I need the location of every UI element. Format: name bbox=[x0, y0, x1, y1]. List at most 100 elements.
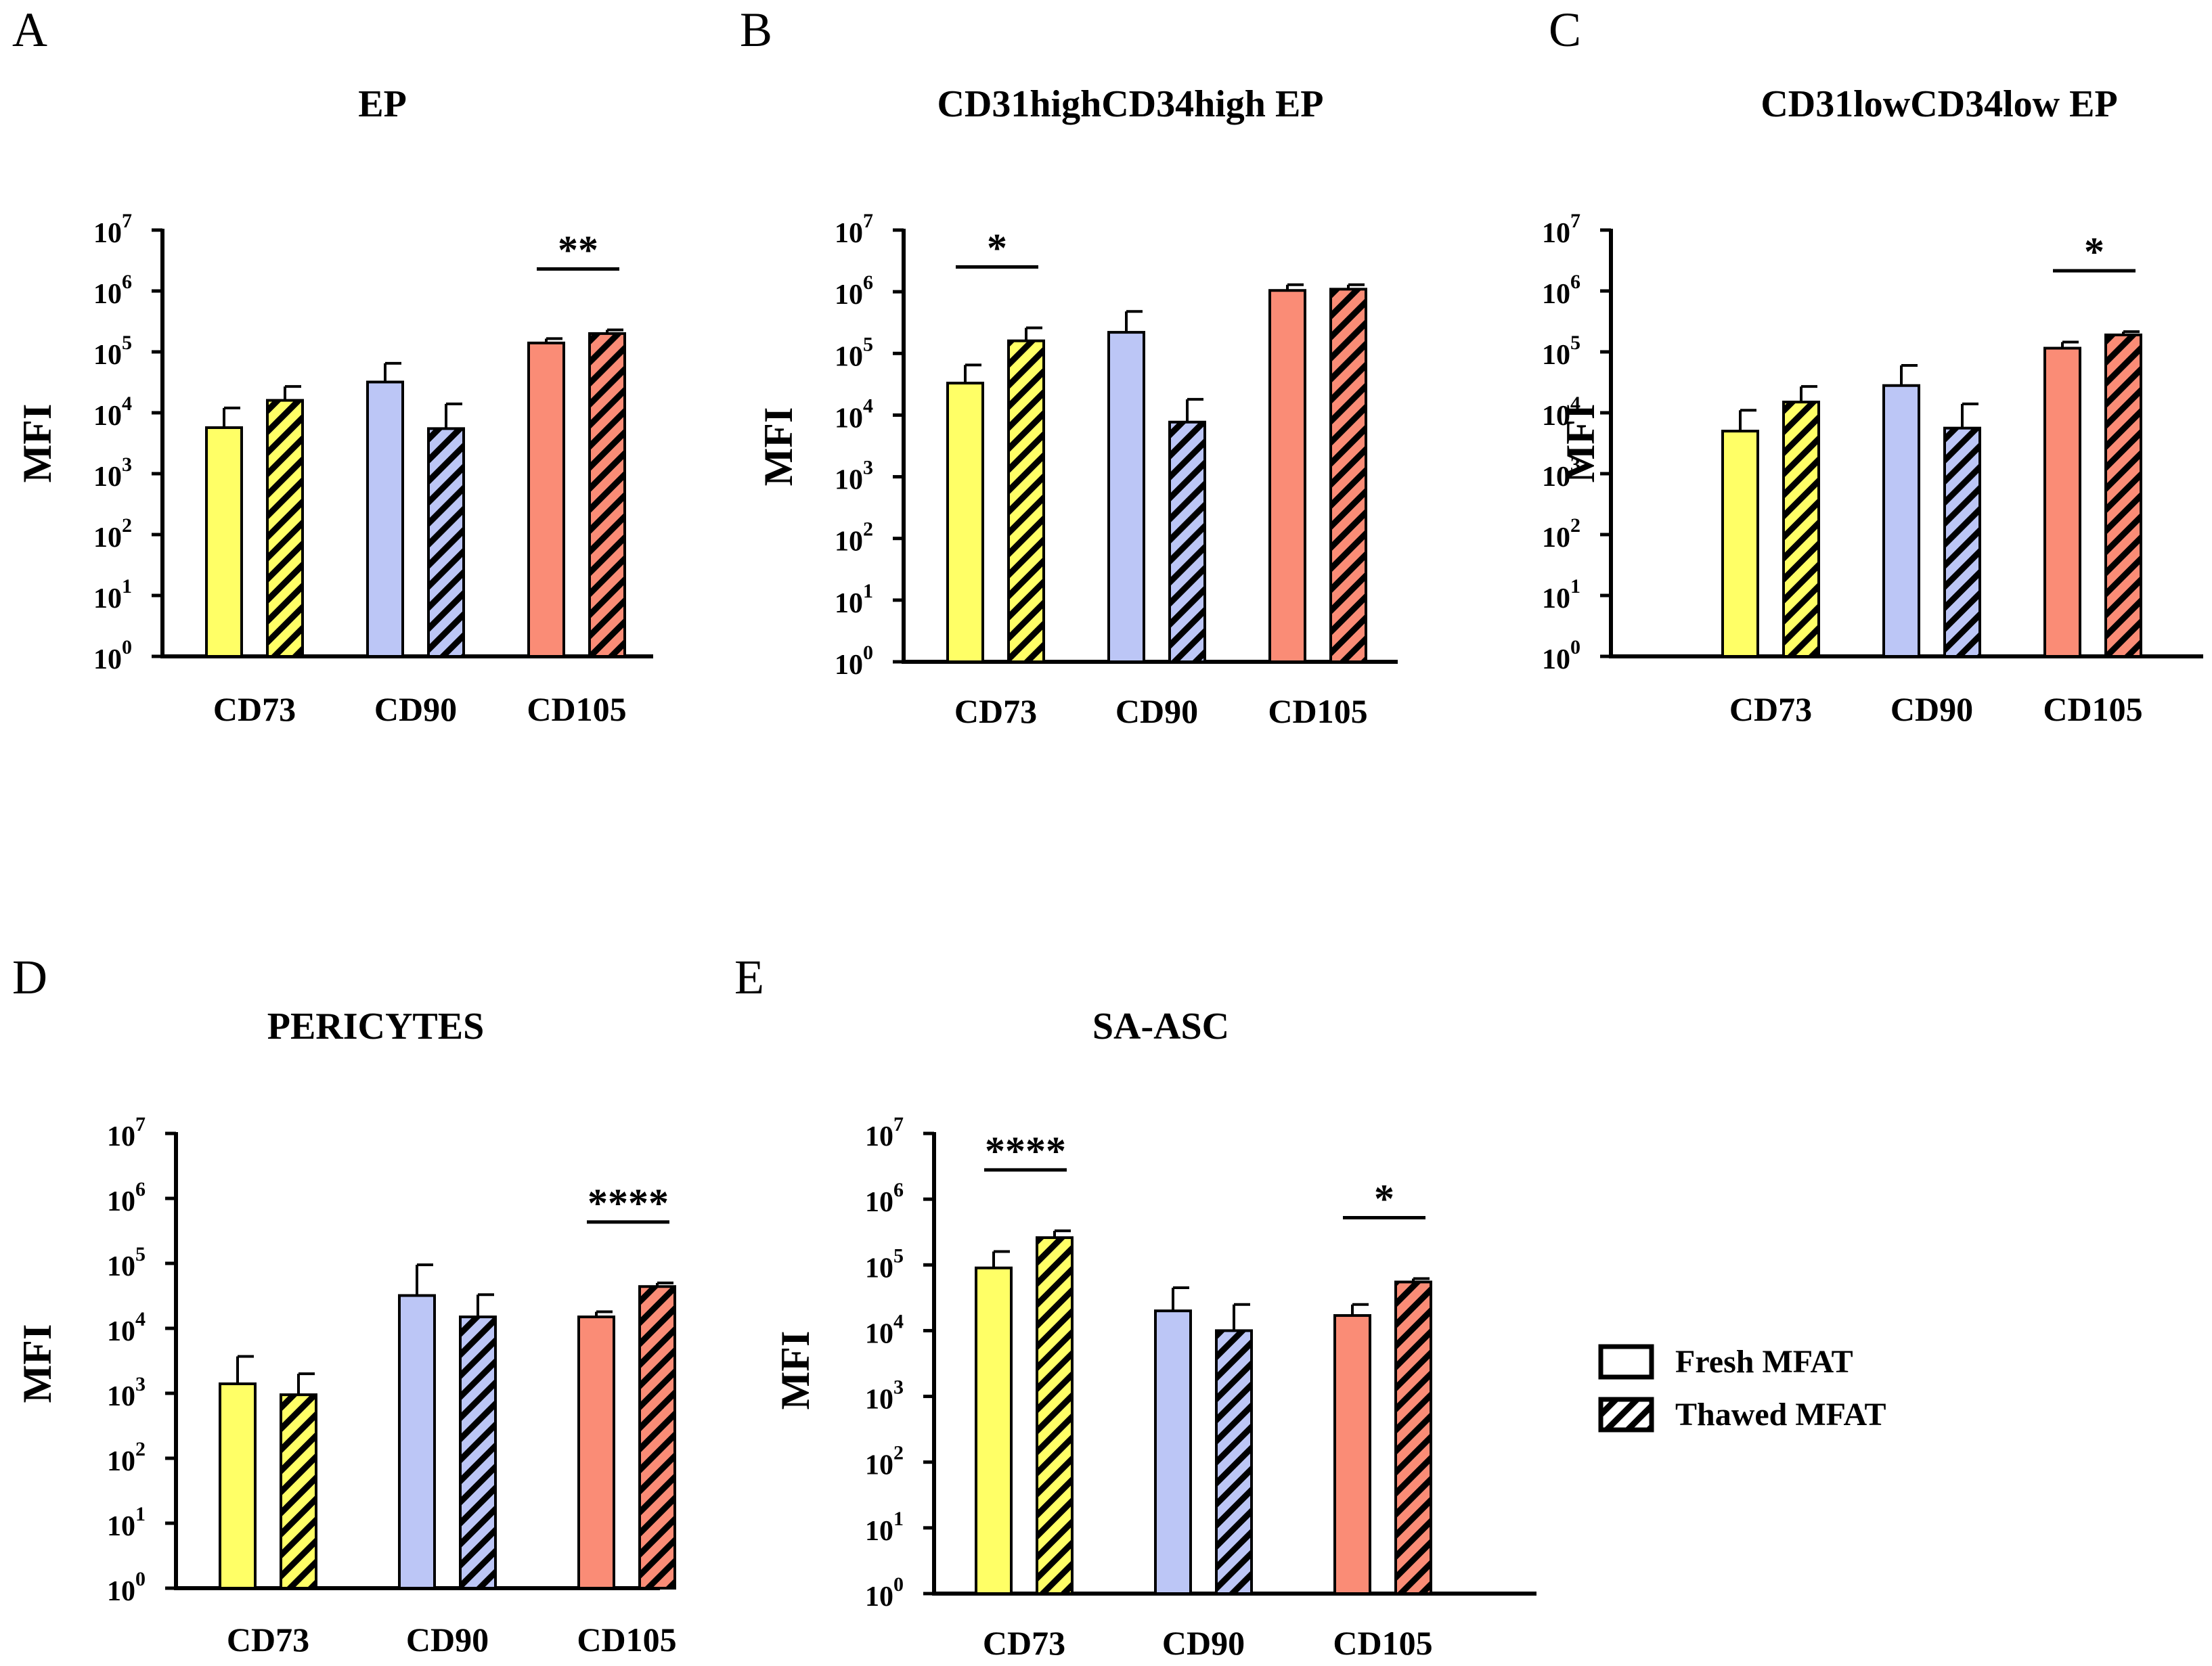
bar-cd105-thawed bbox=[588, 332, 626, 658]
y-axis-label: MFI bbox=[1558, 404, 1603, 483]
legend-swatch-fresh bbox=[1598, 1344, 1654, 1380]
x-tick-label: CD73 bbox=[983, 1624, 1065, 1662]
bar-cd105-thawed bbox=[1394, 1280, 1432, 1595]
x-tick-label: CD105 bbox=[527, 690, 626, 728]
chart-panel-a: A EP MFI 100 101 102 103 104 105 106 107 CD73 CD90 CD… bbox=[12, 3, 653, 728]
legend-label-thawed: Thawed MFAT bbox=[1675, 1397, 1886, 1433]
y-tick-label: 100 bbox=[107, 1568, 146, 1607]
chart-title: SA-ASC bbox=[1092, 1006, 1229, 1048]
bar-cd105-thawed bbox=[1329, 288, 1367, 663]
y-tick-label: 105 bbox=[1542, 332, 1580, 371]
bar-cd90-fresh bbox=[398, 1294, 436, 1590]
y-tick-label: 103 bbox=[93, 453, 132, 493]
bar-cd73-fresh bbox=[946, 382, 984, 663]
bar-cd73-fresh bbox=[1721, 430, 1759, 658]
x-tick-label: CD90 bbox=[406, 1621, 489, 1659]
y-tick-label: 106 bbox=[865, 1179, 904, 1218]
y-tick-label: 102 bbox=[835, 518, 873, 558]
y-tick-label: 104 bbox=[835, 395, 873, 434]
x-tick-label: CD105 bbox=[1333, 1624, 1432, 1662]
bar-cd105-thawed bbox=[638, 1285, 676, 1590]
y-tick-label: 104 bbox=[93, 392, 132, 432]
chart-title: EP bbox=[358, 83, 407, 125]
bar-cd105-thawed bbox=[2104, 333, 2142, 658]
y-tick-label: 107 bbox=[93, 210, 132, 249]
x-tick-label: CD73 bbox=[954, 692, 1037, 730]
significance-label: ** bbox=[558, 227, 598, 272]
x-tick-label: CD105 bbox=[1268, 692, 1367, 730]
y-tick-label: 101 bbox=[865, 1508, 904, 1547]
legend-swatch-thawed bbox=[1598, 1397, 1654, 1433]
significance-label: * bbox=[987, 225, 1007, 270]
bar-cd73-thawed bbox=[280, 1393, 317, 1590]
bar-cd90-thawed bbox=[1215, 1329, 1253, 1596]
significance-label: * bbox=[1374, 1176, 1394, 1221]
bar-cd73-fresh bbox=[219, 1382, 257, 1590]
bar-cd73-thawed bbox=[1782, 401, 1820, 658]
bar-cd105-fresh bbox=[1333, 1314, 1371, 1595]
bar-cd90-fresh bbox=[1154, 1309, 1192, 1595]
y-axis-label: MFI bbox=[15, 404, 60, 483]
x-tick-label: CD73 bbox=[1729, 690, 1812, 728]
panel-letter: A bbox=[12, 3, 47, 57]
x-tick-label: CD90 bbox=[1115, 692, 1198, 730]
x-tick-label: CD73 bbox=[213, 690, 296, 728]
x-tick-label: CD90 bbox=[1890, 690, 1973, 728]
bar-cd90-fresh bbox=[1882, 384, 1920, 658]
y-axis-label: MFI bbox=[15, 1324, 60, 1403]
bar-cd90-thawed bbox=[427, 427, 465, 658]
bar-cd90-fresh bbox=[1107, 331, 1145, 663]
y-tick-label: 100 bbox=[835, 641, 873, 681]
y-tick-label: 102 bbox=[93, 514, 132, 554]
bar-cd90-thawed bbox=[1168, 420, 1206, 663]
bar-cd90-fresh bbox=[366, 380, 404, 658]
y-tick-label: 101 bbox=[835, 580, 873, 619]
y-tick-label: 105 bbox=[107, 1243, 146, 1282]
y-tick-label: 100 bbox=[865, 1573, 904, 1613]
x-tick-label: CD73 bbox=[227, 1621, 309, 1659]
y-tick-label: 102 bbox=[107, 1438, 146, 1477]
significance-label: * bbox=[2084, 229, 2104, 274]
bar-cd73-thawed bbox=[1007, 339, 1045, 663]
y-tick-label: 104 bbox=[107, 1308, 146, 1347]
y-tick-label: 102 bbox=[865, 1442, 904, 1481]
x-tick-label: CD90 bbox=[374, 690, 457, 728]
chart-panel-d: D PERICYTES MFI 100 101 102 103 104 105 106 107 CD7… bbox=[12, 950, 677, 1659]
y-tick-label: 105 bbox=[865, 1244, 904, 1284]
x-tick-label: CD90 bbox=[1162, 1624, 1245, 1662]
bar-cd73-fresh bbox=[205, 426, 243, 658]
panel-letter: E bbox=[734, 950, 764, 1004]
chart-panel-b: B CD31highCD34high EP MFI 100 101 102 103 104 10… bbox=[740, 3, 1398, 730]
y-tick-label: 106 bbox=[1542, 271, 1580, 310]
y-axis-label: MFI bbox=[756, 407, 801, 487]
legend-label-fresh: Fresh MFAT bbox=[1675, 1344, 1853, 1380]
chart-panel-e: E SA-ASC MFI 100 101 102 103 104 105 106 107 CD73 CD… bbox=[734, 950, 1536, 1662]
y-tick-label: 103 bbox=[865, 1376, 904, 1416]
bar-cd73-fresh bbox=[975, 1266, 1013, 1595]
y-tick-label: 107 bbox=[835, 210, 873, 249]
y-tick-label: 100 bbox=[1542, 636, 1580, 675]
y-tick-label: 105 bbox=[93, 332, 132, 371]
y-tick-label: 103 bbox=[107, 1373, 146, 1412]
y-tick-label: 101 bbox=[93, 575, 132, 614]
significance-label: **** bbox=[588, 1181, 669, 1225]
x-tick-label: CD105 bbox=[577, 1621, 676, 1659]
y-tick-label: 103 bbox=[835, 457, 873, 496]
y-tick-label: 106 bbox=[835, 271, 873, 311]
bar-cd105-fresh bbox=[577, 1315, 615, 1590]
bar-cd105-fresh bbox=[1268, 289, 1306, 663]
y-tick-label: 104 bbox=[865, 1310, 904, 1349]
y-tick-label: 106 bbox=[93, 271, 132, 310]
panel-letter: C bbox=[1549, 3, 1581, 57]
panel-letter: D bbox=[12, 950, 47, 1004]
y-tick-label: 105 bbox=[835, 333, 873, 372]
bar-cd105-fresh bbox=[527, 341, 565, 658]
bar-cd90-thawed bbox=[459, 1315, 497, 1590]
y-tick-label: 101 bbox=[1542, 575, 1580, 614]
y-tick-label: 107 bbox=[865, 1113, 904, 1152]
panel-letter: B bbox=[740, 3, 772, 57]
legend: Fresh MFAT Thawed MFAT bbox=[1598, 1344, 1886, 1433]
y-tick-label: 101 bbox=[107, 1503, 146, 1542]
